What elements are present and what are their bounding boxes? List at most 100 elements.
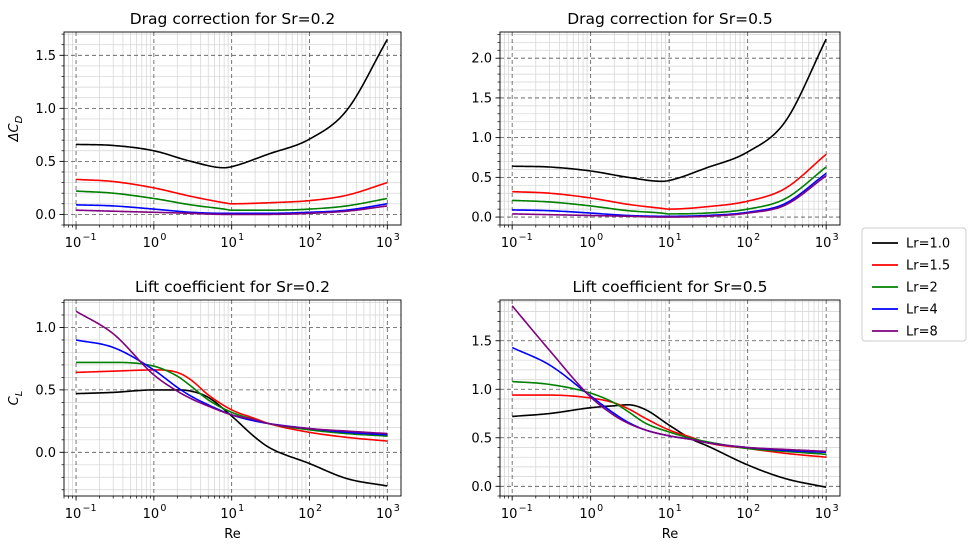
x-tick-exponent: 3 [394,503,400,514]
x-tick-label: 10 [815,236,832,251]
x-axis-label: Re [224,527,240,542]
series-line-Lr=1.0 [512,403,827,489]
major-grid [64,300,401,496]
axes-frame [63,299,402,497]
y-tick-label: 1.5 [35,49,56,64]
y-tick-label: 0.0 [471,480,492,495]
series-group [75,310,388,487]
x-tick-exponent: 2 [754,503,760,514]
y-tick-label: 2.0 [471,52,492,67]
legend: Lr=1.0 Lr=1.5 Lr=2 Lr=4 Lr=8 [861,227,967,342]
series-line-Lr=8 [511,305,827,453]
x-tick-label: 10 [220,507,237,522]
x-tick-label: 10 [736,236,753,251]
minor-grid [61,300,401,499]
x-tick-label: 10 [658,236,675,251]
y-tick-label: 0.0 [35,446,56,461]
x-tick-label: 10 [220,236,237,251]
series-line-Lr=8 [512,175,827,218]
series-line-Lr=1.0 [512,38,827,183]
x-tick-label: 10 [815,507,832,522]
x-tick-exponent: −1 [519,232,533,243]
series-group [511,305,827,489]
x-tick-exponent: 1 [676,503,682,514]
subplot-title: Drag correction for Sr=0.2 [130,10,335,28]
x-tick-exponent: 1 [238,503,244,514]
x-tick-label: 10 [65,507,82,522]
y-axis-label: CL [7,391,25,406]
x-tick-exponent: −1 [83,503,97,514]
series-line-Lr=2 [512,380,827,456]
legend-label: Lr=1.0 [906,237,950,252]
legend-frame [861,227,967,342]
legend-label: Lr=8 [906,325,938,340]
series-line-Lr=1.5 [512,394,827,458]
y-tick-label: 0.5 [35,383,56,398]
axes-frame [499,31,841,226]
x-tick-label: 10 [65,236,82,251]
series-line-Lr=1.0 [76,389,388,487]
legend-label: Lr=2 [906,281,938,296]
x-tick-exponent: 2 [316,503,322,514]
x-tick-exponent: −1 [519,503,533,514]
x-tick-label: 10 [143,236,160,251]
series-line-Lr=4 [76,202,388,215]
x-tick-exponent: 0 [160,232,166,243]
y-tick-label: 1.0 [35,102,56,117]
y-tick-label: 0.0 [35,208,56,223]
x-tick-exponent: 0 [160,503,166,514]
axes-frame [63,31,402,226]
y-axis-label: ΔCD [7,115,25,142]
x-tick-label: 10 [579,236,596,251]
x-tick-label: 10 [143,507,160,522]
y-tick-label: 1.0 [471,131,492,146]
series-line-Lr=2 [76,190,388,211]
series-line-Lr=1.5 [76,178,388,205]
x-tick-exponent: 3 [394,232,400,243]
y-tick-label: 1.0 [35,321,56,336]
y-tick-label: 0.5 [471,171,492,186]
x-axis-label: Re [662,527,678,542]
series-line-Lr=2 [512,166,827,215]
series-line-Lr=2 [76,361,388,437]
x-tick-label: 10 [501,236,518,251]
x-tick-label: 10 [736,507,753,522]
subplot-title: Lift coefficient for Sr=0.5 [573,278,768,296]
series-line-Lr=1.5 [512,153,827,210]
y-tick-label: 0.5 [35,155,56,170]
y-tick-label: 1.0 [471,383,492,398]
legend-label: Lr=4 [906,303,938,318]
subplot-title: Drag correction for Sr=0.5 [567,10,772,28]
series-line-Lr=1.5 [76,369,388,442]
x-tick-label: 10 [501,507,518,522]
x-tick-label: 10 [298,236,315,251]
series-line-Lr=8 [75,310,388,435]
x-tick-label: 10 [579,507,596,522]
series-line-Lr=1.0 [76,39,388,169]
series-group [512,38,827,218]
axes-frame [499,299,841,497]
x-tick-label: 10 [376,507,393,522]
series-group [76,39,388,216]
x-tick-exponent: 1 [676,232,682,243]
x-tick-exponent: 0 [597,232,603,243]
y-tick-label: 0.5 [471,431,492,446]
x-tick-label: 10 [298,507,315,522]
x-tick-exponent: 1 [238,232,244,243]
series-line-Lr=8 [76,205,388,216]
major-grid [500,300,840,496]
y-tick-label: 0.0 [471,211,492,226]
x-tick-exponent: 0 [597,503,603,514]
x-tick-label: 10 [658,507,675,522]
legend-label: Lr=1.5 [906,259,950,274]
y-tick-label: 1.5 [471,334,492,349]
x-tick-exponent: 2 [316,232,322,243]
x-tick-exponent: −1 [83,232,97,243]
subplot-title: Lift coefficient for Sr=0.2 [135,278,330,296]
y-tick-label: 1.5 [471,91,492,106]
